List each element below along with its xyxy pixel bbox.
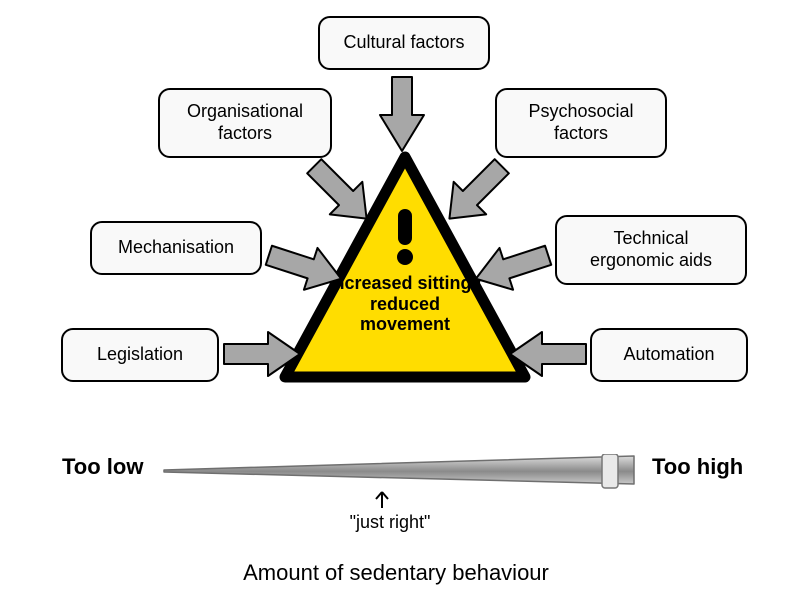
factor-tech-ergo: Technical ergonomic aids: [555, 215, 747, 285]
just-right-arrow: [373, 490, 391, 512]
factor-cultural-label: Cultural factors: [343, 32, 464, 54]
factor-tech-ergo-label: Technical ergonomic aids: [569, 228, 733, 271]
just-right-label: "just right": [334, 512, 446, 533]
scale-label-right: Too high: [652, 454, 743, 480]
warning-text: Increased sitting / reduced movement: [325, 273, 485, 335]
factor-organisational-label: Organisational factors: [172, 101, 318, 144]
scale-caption: Amount of sedentary behaviour: [0, 560, 792, 586]
arrow-cultural: [378, 75, 426, 155]
factor-legislation-label: Legislation: [97, 344, 183, 366]
scale-label-left: Too low: [62, 454, 143, 480]
factor-mechanisation: Mechanisation: [90, 221, 262, 275]
factor-automation-label: Automation: [623, 344, 714, 366]
factor-cultural: Cultural factors: [318, 16, 490, 70]
factor-legislation: Legislation: [61, 328, 219, 382]
factor-mechanisation-label: Mechanisation: [118, 237, 234, 259]
scale-track: [162, 454, 642, 494]
warning-sign: Increased sitting / reduced movement: [275, 145, 535, 405]
diagram-stage: Cultural factors Organisational factors …: [0, 0, 792, 613]
factor-psychosocial-label: Psychosocial factors: [509, 101, 653, 144]
factor-automation: Automation: [590, 328, 748, 382]
